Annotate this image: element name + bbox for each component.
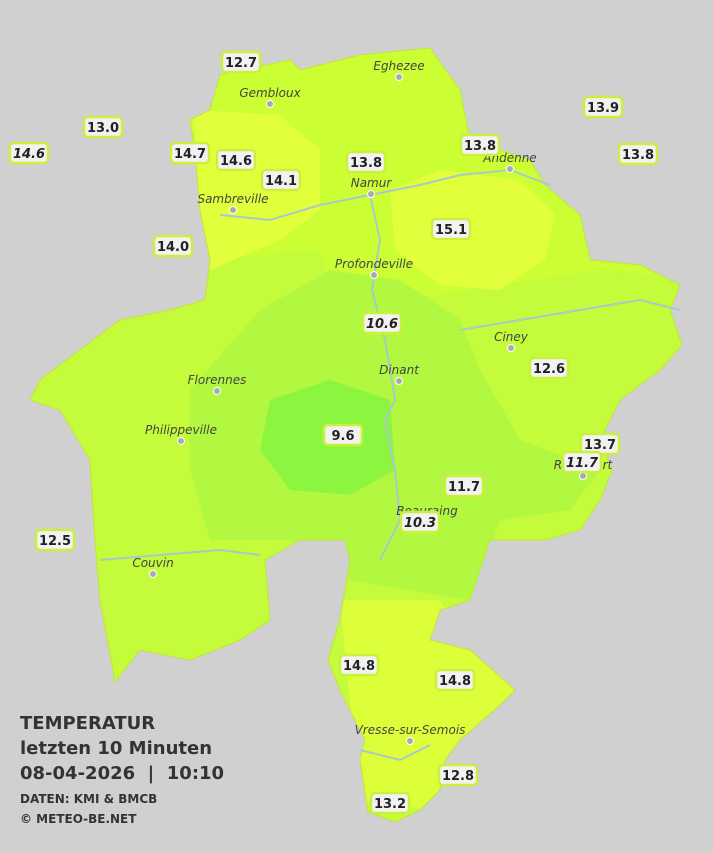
town-label: Sambreville <box>197 192 268 206</box>
station-value: 11.7 <box>448 480 480 495</box>
station-box <box>82 115 124 139</box>
town-label: Vresse-sur-Semois <box>355 723 466 737</box>
station-box <box>430 217 472 241</box>
station-value: 12.8 <box>442 769 474 784</box>
station-box <box>215 148 257 172</box>
town-label: Ciney <box>494 330 529 344</box>
subtitle: letzten 10 Minuten <box>20 738 212 759</box>
station-value: 13.8 <box>350 156 382 171</box>
station-box <box>528 356 570 380</box>
station-value: 14.6 <box>13 147 45 162</box>
station-value: 14.8 <box>343 659 375 674</box>
station-box <box>369 791 411 815</box>
town-label: Eghezee <box>373 59 424 73</box>
station-value: 9.6 <box>331 429 354 444</box>
source: DATEN: KMI & BMCB <box>20 792 157 806</box>
station-box <box>582 95 624 119</box>
town-dot <box>367 190 375 198</box>
station-box <box>260 168 302 192</box>
station-value: 15.1 <box>435 223 467 238</box>
station-value: 13.8 <box>622 148 654 163</box>
station-box <box>345 150 387 174</box>
station-value: 13.7 <box>584 438 616 453</box>
town-dot <box>370 271 378 279</box>
station-value: 13.9 <box>587 101 619 116</box>
station-box <box>338 653 380 677</box>
copyright: © METEO-BE.NET <box>20 812 137 826</box>
town-dot <box>507 344 515 352</box>
station-value: 13.2 <box>374 797 406 812</box>
town-label: Gembloux <box>239 86 301 100</box>
station-box <box>561 450 603 474</box>
town-label: Florennes <box>188 373 247 387</box>
station-box <box>220 50 262 74</box>
station-box <box>322 423 364 447</box>
station-value: 12.7 <box>225 56 257 71</box>
station-box <box>169 141 211 165</box>
town-label: Dinant <box>379 363 420 377</box>
station-value: 12.6 <box>533 362 565 377</box>
station-value: 13.0 <box>87 121 119 136</box>
station-value: 14.6 <box>220 154 252 169</box>
town-dot <box>229 206 237 214</box>
town-dot <box>579 472 587 480</box>
town-dot <box>213 387 221 395</box>
date-time: 08-04-2026 | 10:10 <box>20 763 224 784</box>
town-label: Couvin <box>132 556 173 570</box>
town-label: Philippeville <box>145 423 217 437</box>
station-value: 10.6 <box>366 317 398 332</box>
station-value: 13.8 <box>464 139 496 154</box>
station-box <box>34 528 76 552</box>
station-box <box>443 474 485 498</box>
town-dot <box>395 377 403 385</box>
station-value: 10.3 <box>404 516 436 531</box>
station-value: 12.5 <box>39 534 71 549</box>
station-box <box>459 133 501 157</box>
town-dot <box>406 737 414 745</box>
town-dot <box>266 100 274 108</box>
town-dot <box>177 437 185 445</box>
station-box <box>617 142 659 166</box>
station-box <box>399 510 441 534</box>
town-label: Profondeville <box>335 257 413 271</box>
station-value: 14.0 <box>157 240 189 255</box>
station-box <box>152 234 194 258</box>
town-dot <box>149 570 157 578</box>
station-value: 11.7 <box>566 456 599 471</box>
rivers <box>99 168 681 762</box>
station-value: 14.1 <box>265 174 297 189</box>
title: TEMPERATUR <box>20 713 155 734</box>
station-box <box>437 763 479 787</box>
station-value: 14.7 <box>174 147 206 162</box>
station-value: 14.8 <box>439 674 471 689</box>
station-box <box>434 668 476 692</box>
town-dot <box>395 73 403 81</box>
town-label: Namur <box>351 176 393 190</box>
station-box <box>361 311 403 335</box>
station-box <box>8 141 50 165</box>
town-dot <box>506 165 514 173</box>
